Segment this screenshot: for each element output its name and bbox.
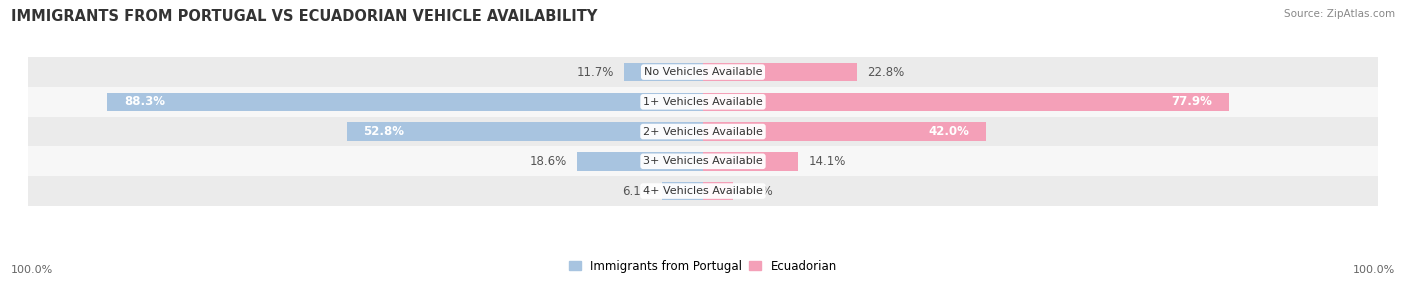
- Text: 3+ Vehicles Available: 3+ Vehicles Available: [643, 156, 763, 166]
- Text: 1+ Vehicles Available: 1+ Vehicles Available: [643, 97, 763, 107]
- Text: 77.9%: 77.9%: [1171, 95, 1212, 108]
- Text: 14.1%: 14.1%: [808, 155, 845, 168]
- Bar: [703, 182, 734, 200]
- Bar: [662, 182, 703, 200]
- Text: 100.0%: 100.0%: [1353, 265, 1395, 275]
- Text: 6.1%: 6.1%: [621, 184, 652, 198]
- Bar: [624, 63, 703, 81]
- Text: 11.7%: 11.7%: [576, 65, 614, 79]
- Text: 2+ Vehicles Available: 2+ Vehicles Available: [643, 127, 763, 136]
- Bar: [28, 87, 1378, 117]
- Bar: [578, 152, 703, 170]
- Text: 42.0%: 42.0%: [929, 125, 970, 138]
- Bar: [28, 146, 1378, 176]
- Text: IMMIGRANTS FROM PORTUGAL VS ECUADORIAN VEHICLE AVAILABILITY: IMMIGRANTS FROM PORTUGAL VS ECUADORIAN V…: [11, 9, 598, 23]
- Bar: [107, 93, 703, 111]
- Bar: [703, 122, 987, 141]
- Text: 52.8%: 52.8%: [364, 125, 405, 138]
- Text: 88.3%: 88.3%: [124, 95, 165, 108]
- Bar: [703, 93, 1229, 111]
- Text: 100.0%: 100.0%: [11, 265, 53, 275]
- Bar: [347, 122, 703, 141]
- Text: 4.5%: 4.5%: [744, 184, 773, 198]
- Text: 22.8%: 22.8%: [868, 65, 904, 79]
- Bar: [28, 57, 1378, 87]
- Text: 18.6%: 18.6%: [530, 155, 568, 168]
- Legend: Immigrants from Portugal, Ecuadorian: Immigrants from Portugal, Ecuadorian: [564, 255, 842, 277]
- Bar: [28, 117, 1378, 146]
- Bar: [703, 63, 856, 81]
- Bar: [703, 152, 799, 170]
- Text: Source: ZipAtlas.com: Source: ZipAtlas.com: [1284, 9, 1395, 19]
- Text: 4+ Vehicles Available: 4+ Vehicles Available: [643, 186, 763, 196]
- Bar: [28, 176, 1378, 206]
- Text: No Vehicles Available: No Vehicles Available: [644, 67, 762, 77]
